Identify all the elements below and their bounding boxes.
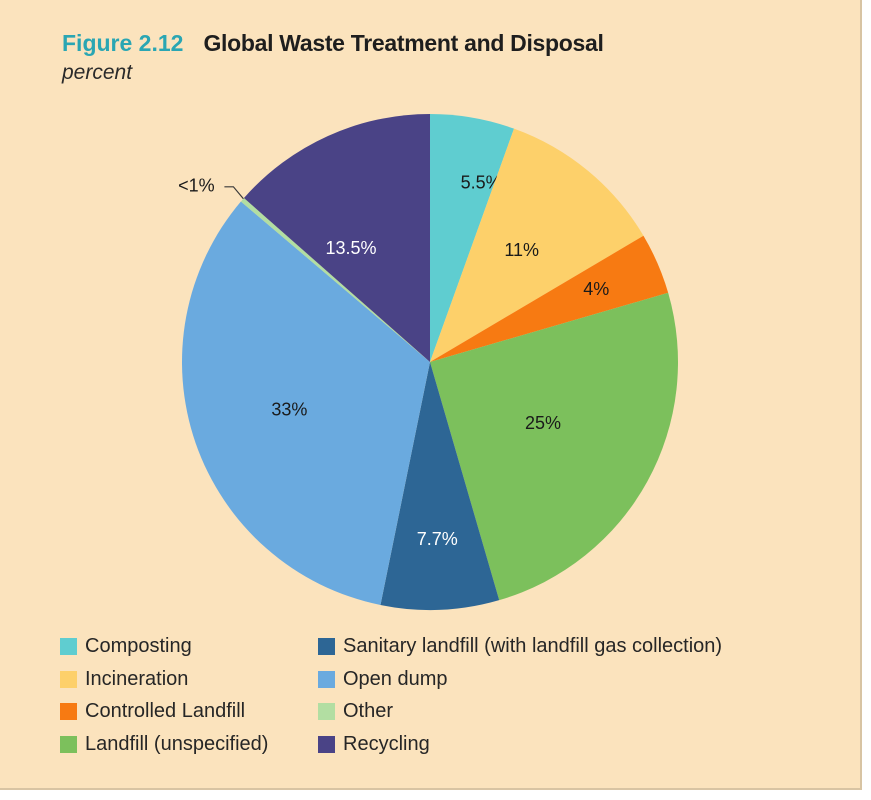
legend-item-open-dump: Open dump [318,668,448,691]
legend-item-incineration: Incineration [60,668,188,691]
legend-label: Other [343,700,394,722]
data-label-landfill-unspecified: 25% [525,413,561,433]
chart-title: Global Waste Treatment and Disposal [203,30,604,56]
data-label-controlled-landfill: 4% [583,279,609,299]
legend-item-sanitary-landfill-with-landfill-gas-collection: Sanitary landfill (with landfill gas col… [318,635,722,658]
legend-swatch [318,638,335,655]
pie-slice-composting [430,114,515,362]
legend-swatch [60,638,77,655]
data-label-sanitary-landfill-with-landfill-gas-collection: 7.7% [417,529,458,549]
legend-label: Recycling [343,732,430,755]
legend-label: Open dump [343,667,448,690]
legend-label: Composting [85,635,192,657]
legend-item-recycling: Recycling [318,733,430,756]
legend-item-composting: Composting [60,635,192,658]
pie-slice-landfill-unspecified [430,292,678,601]
legend-item-landfill-unspecified: Landfill (unspecified) [60,733,268,756]
data-label-composting: 5.5% [461,172,502,192]
pie-slice-open-dump [181,201,430,605]
figure-number: Figure 2.12 [62,30,184,56]
legend-swatch [60,735,77,753]
data-label-incineration: 11% [504,240,539,260]
pie-slice-sanitary-landfill-with-landfill-gas-collection [380,362,500,610]
legend-swatch [318,670,335,688]
pie-slice-controlled-landfill [430,235,669,362]
chart-header: Figure 2.12 Global Waste Treatment and Di… [62,30,604,85]
legend-swatch [318,703,335,720]
legend-label: Controlled Landfill [85,700,246,722]
legend-label: Incineration [85,667,189,690]
chart-panel: Figure 2.12 Global Waste Treatment and Di… [0,0,862,790]
legend-label: Landfill (unspecified) [85,732,269,755]
legend-item-other: Other [318,700,393,723]
pie-slice-incineration [430,128,644,362]
legend-swatch [318,735,335,753]
pie-slice-other [240,197,430,362]
leader-line-other [224,186,244,200]
chart-legend: Composting Incineration Controlled Landfil… [60,635,840,765]
legend-swatch [60,670,77,688]
chart-subtitle: percent [62,61,133,84]
pie-chart: 5.5% 11% 4% 25% 7.7% 33% <1% 13.5% [178,114,678,610]
data-label-open-dump: 33% [271,399,307,419]
title-line: Figure 2.12 Global Waste Treatment and Di… [62,30,604,57]
legend-label: Sanitary landfill (with landfill gas col… [343,635,723,657]
pie-slice-recycling [243,114,430,362]
legend-item-controlled-landfill: Controlled Landfill [60,700,245,723]
data-label-recycling: 13.5% [325,238,376,258]
data-label-other: <1% [178,176,215,196]
legend-swatch [60,703,77,720]
